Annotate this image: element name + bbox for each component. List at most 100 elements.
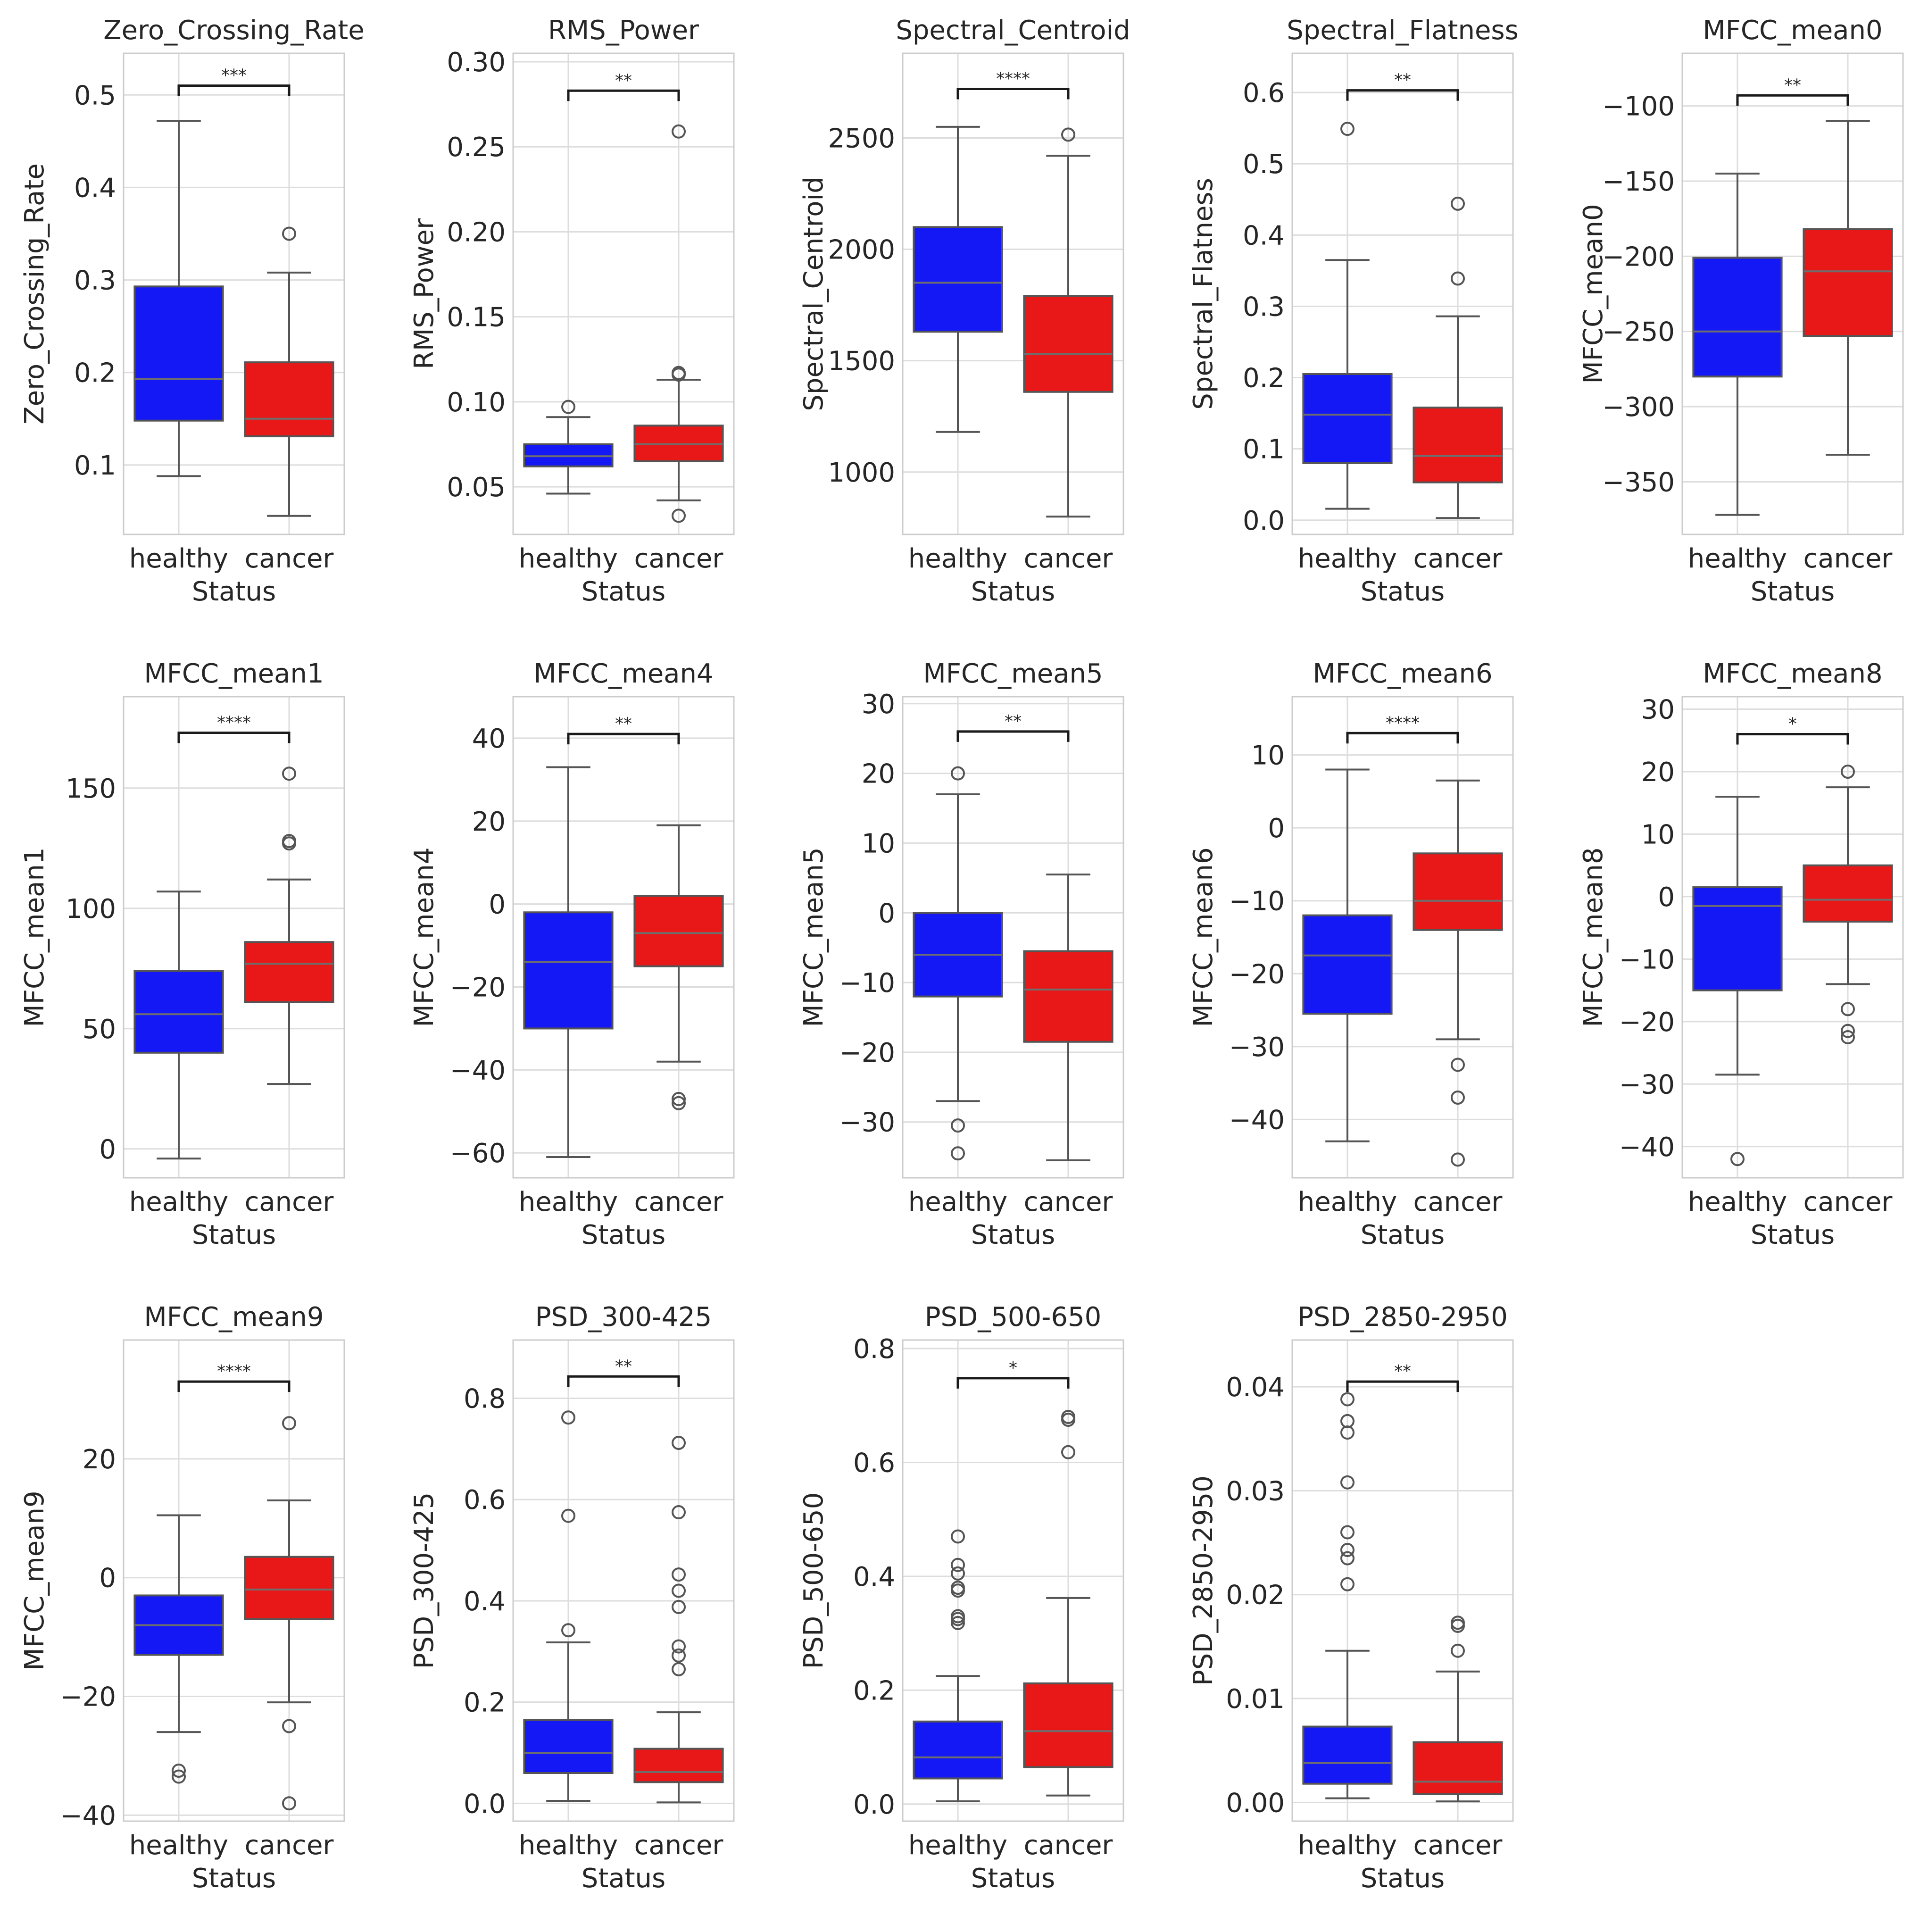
box-cancer [244,1556,334,1620]
significance-bracket [1736,94,1849,106]
outlier-point-cancer [1451,1058,1465,1072]
significance-bracket [567,1375,680,1387]
outlier-point-healthy [951,1529,965,1544]
y-tick-label: 0.04 [1226,1372,1285,1403]
chart-title: MFCC_mean4 [533,658,713,689]
outlier-point-cancer [1451,1091,1465,1105]
chart-panel-mfcc-mean5: −30 −20 −10 0 10 20 30 healthy cancer ** MFCC_mean… [798,658,1124,1250]
chart-title: Spectral_Centroid [896,15,1130,46]
outlier-point-healthy [172,1763,186,1778]
y-tick-label: 0.01 [1226,1684,1285,1715]
chart-title: MFCC_mean9 [144,1302,324,1332]
y-tick-label: 0 [1268,813,1285,844]
y-tick-label: −60 [450,1138,506,1169]
y-tick-label: −350 [1602,467,1675,498]
y-tick-label: 0.4 [853,1562,895,1592]
outlier-point-cancer [672,1505,686,1520]
y-tick-label: 0.05 [447,472,506,503]
plot-frame [1291,1339,1514,1822]
x-tick-label-healthy: healthy [519,1187,618,1217]
y-tick-label: −30 [1229,1032,1285,1063]
outlier-point-cancer [282,1719,296,1733]
chart-title: MFCC_mean8 [1703,658,1882,689]
chart-panel-mfcc-mean4: −60 −40 −20 0 20 40 healthy cancer ** MFCC_mean4 S… [409,658,735,1250]
y-tick-label: 150 [66,774,116,804]
outlier-point-cancer [282,1796,296,1811]
x-tick-label-healthy: healthy [1298,1187,1397,1217]
outlier-point-cancer [282,834,296,848]
significance-bracket [956,1377,1070,1389]
y-axis-label: PSD_500-650 [798,1492,829,1669]
chart-title: MFCC_mean0 [1703,15,1882,46]
outlier-point-cancer [672,1599,686,1614]
y-tick-label: −30 [839,1108,895,1138]
x-axis-label: Status [1361,576,1445,607]
y-tick-label: 0.20 [447,217,506,248]
outlier-point-cancer [672,1583,686,1598]
significance-bracket [177,732,291,743]
y-axis-label: MFCC_mean6 [1188,847,1219,1027]
x-tick-label-cancer: cancer [1024,1187,1114,1217]
y-tick-label: −20 [1619,1007,1675,1038]
outlier-point-cancer [1841,1030,1855,1044]
plot-frame [123,696,345,1179]
y-tick-label: 0.10 [447,387,506,418]
y-axis-label: RMS_Power [409,218,440,369]
y-tick-label: 0.5 [1243,149,1285,180]
y-axis-label: Spectral_Centroid [798,176,829,411]
significance-label: ** [615,714,632,733]
outlier-point-healthy [1340,1543,1355,1557]
y-tick-label: 1500 [828,346,895,377]
chart-title: MFCC_mean6 [1313,658,1492,689]
chart-title: PSD_2850-2950 [1297,1302,1508,1332]
chart-panel-psd-300-425: 0.0 0.2 0.4 0.6 0.8 healthy cancer ** PSD_300-42… [409,1302,735,1894]
x-tick-label-cancer: cancer [634,1830,724,1861]
outlier-point-cancer [1451,196,1465,211]
y-tick-label: −20 [839,1038,895,1068]
y-tick-label: −150 [1602,167,1675,197]
outlier-point-healthy [951,1609,965,1624]
y-tick-label: 0.6 [1243,78,1285,108]
significance-label: **** [217,713,251,733]
box-cancer [633,895,724,967]
outlier-point-cancer [1061,127,1075,142]
significance-label: *** [221,66,247,85]
y-tick-label: 40 [472,724,506,754]
y-tick-label: 0.15 [447,302,506,333]
x-axis-label: Status [192,1220,276,1250]
significance-label: **** [996,69,1030,89]
chart-panel-psd-2850-2950: 0.00 0.01 0.02 0.03 0.04 healthy cancer ** PSD_2… [1188,1302,1514,1894]
box-healthy [1302,1725,1393,1785]
outlier-point-cancer [1451,1616,1465,1630]
x-tick-label-cancer: cancer [1024,543,1114,574]
outlier-point-cancer [282,1416,296,1431]
y-tick-label: 20 [862,759,895,790]
y-tick-label: 0.0 [464,1789,506,1819]
y-tick-label: 0.2 [853,1675,895,1706]
significance-bracket [1346,1380,1459,1392]
outlier-point-healthy [561,400,575,414]
plot-frame [512,52,735,535]
y-axis-label: Spectral_Flatness [1188,178,1219,410]
y-tick-label: −10 [1619,944,1675,975]
box-cancer [1413,852,1503,931]
y-axis-label: MFCC_mean0 [1578,204,1609,383]
outlier-point-cancer [1451,1643,1465,1658]
outlier-point-cancer [672,1567,686,1582]
y-tick-label: 0 [99,1563,116,1594]
significance-bracket [177,1380,291,1392]
y-tick-label: 0.5 [74,80,116,111]
chart-title: PSD_300-425 [535,1302,712,1332]
significance-label: ** [615,71,632,90]
x-tick-label-cancer: cancer [245,1187,334,1217]
outlier-point-healthy [1340,122,1355,136]
box-healthy [133,970,224,1054]
box-healthy [1692,886,1783,991]
outlier-point-cancer [672,367,686,382]
outlier-point-cancer [672,1662,686,1676]
y-tick-label: 1000 [828,458,895,488]
outlier-point-cancer [282,766,296,781]
y-axis-label: MFCC_mean1 [19,847,50,1027]
significance-bracket [567,89,680,101]
